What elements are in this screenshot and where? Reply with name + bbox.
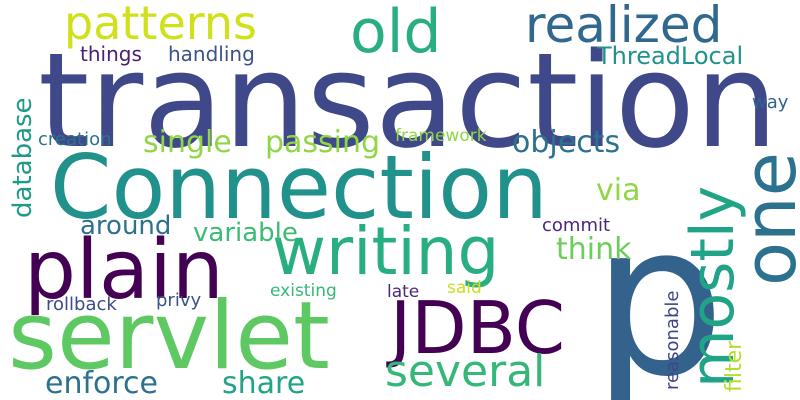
word-around: around (80, 211, 172, 241)
word-handling: handling (168, 42, 255, 66)
word-enforce: enforce (45, 366, 159, 400)
word-creation: creation (38, 129, 112, 150)
word-patterns: patterns (64, 0, 257, 50)
word-said: said (447, 278, 482, 298)
word-passing: passing (265, 125, 381, 160)
word-framework: framework (395, 126, 487, 146)
word-servlet: servlet (8, 282, 330, 391)
word-threadlocal: ThreadLocal (597, 42, 744, 70)
word-via: via (596, 173, 641, 208)
word-p: p (592, 178, 726, 400)
word-privy: privy (156, 290, 202, 311)
word-commit: commit (542, 215, 611, 236)
word-things: things (80, 42, 142, 66)
word-writing: writing (272, 213, 500, 290)
word-single: single (143, 125, 232, 160)
word-objects: objects (512, 125, 621, 160)
word-reasonable: reasonable (662, 290, 683, 390)
word-jdbc: JDBC (390, 286, 566, 370)
word-database: database (8, 97, 38, 218)
word-rollback: rollback (46, 294, 117, 315)
word-think: think (556, 232, 632, 267)
word-connection: Connection (50, 136, 548, 239)
word-transaction: transaction (38, 24, 779, 177)
word-share: share (222, 366, 306, 400)
word-old: old (350, 0, 442, 67)
word-variable: variable (193, 218, 298, 248)
word-existing: existing (270, 281, 337, 301)
word-several: several (385, 346, 546, 397)
word-filter: filter (722, 340, 747, 392)
word-realized: realized (525, 0, 723, 54)
word-way: way (752, 92, 789, 113)
word-late: late (387, 282, 420, 302)
word-plain: plain (24, 223, 224, 318)
